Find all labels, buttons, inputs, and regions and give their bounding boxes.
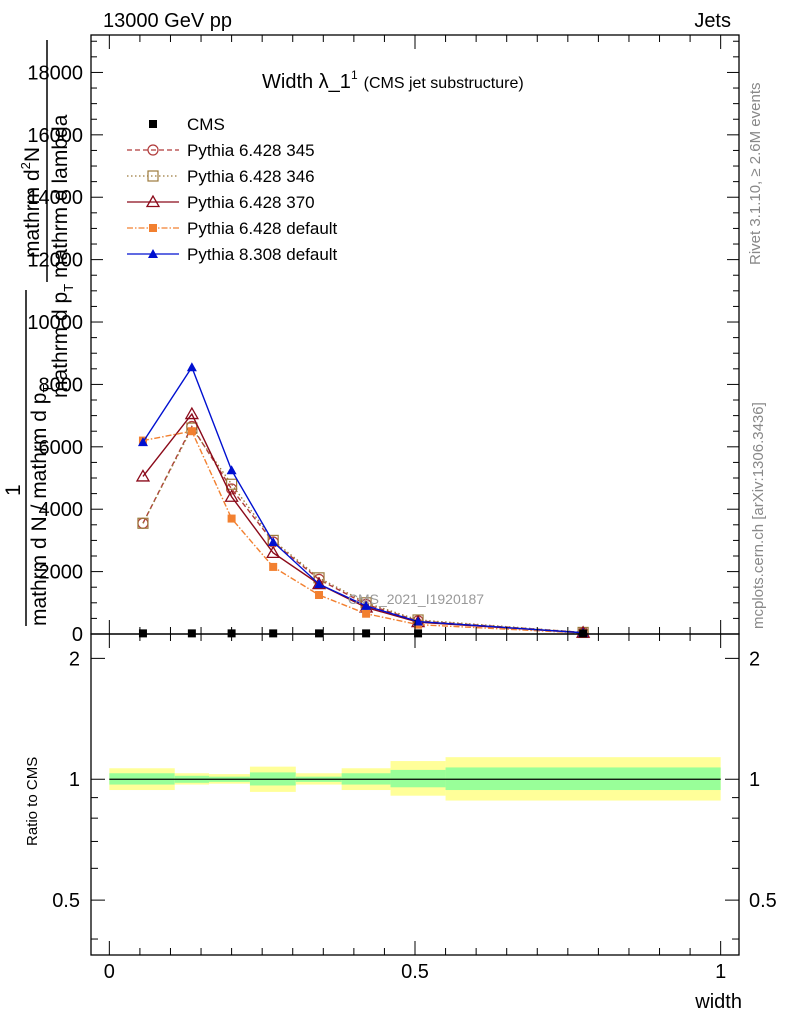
series-4-point-6 [413,616,424,626]
xtick-label: 1 [715,961,726,983]
analysis-watermark: CMS_2021_I1920187 [348,591,484,607]
main-ytick-label: 18000 [27,62,83,84]
ratio-ytick-label-left: 2 [69,648,80,670]
axis-ticks [91,35,739,955]
ylabel-line2: mathrm d pT mathrm d lambda [49,114,76,398]
series-line-0 [142,425,584,634]
ylabel-big-one: 1 [2,484,25,496]
legend-marker-5 [148,249,158,258]
series-line-2 [142,412,584,634]
legend-label-4: Pythia 6.428 default [187,219,338,238]
legend-marker-4 [149,224,157,232]
main-ytick-label: 10000 [27,312,83,334]
legend-marker-3 [145,194,161,208]
legend-label-3: Pythia 6.428 370 [187,193,315,212]
series-2-point-4 [311,576,327,590]
series-3-point-5 [362,609,371,618]
main-ytick-label: 8000 [39,374,84,396]
legend-label-5: Pythia 8.308 default [187,245,338,264]
main-ytick-label: 12000 [27,250,83,272]
series-line-4 [142,365,584,634]
series-4-point-5 [361,600,372,610]
main-plot-data [135,362,591,639]
main-ytick-label: 16000 [27,125,83,147]
x-axis-label: width [694,991,742,1013]
main-title-small: (CMS jet substructure) [364,75,524,92]
series-1-point-2 [226,478,238,490]
legend-label-0: CMS [187,115,225,134]
mcplots-label: mcplots.cern.ch [arXiv:1306.3436] [750,402,767,629]
header-left: 13000 GeV pp [103,10,232,32]
legend-marker-2 [147,170,159,182]
main-title-sup: 1 [351,68,358,82]
ratio-band-inner-6 [390,769,446,788]
series-3-point-4 [315,591,324,600]
rivet-label: Rivet 3.1.10, ≥ 2.6M events [747,83,764,266]
legend-label-2: Pythia 6.428 346 [187,167,315,186]
main-title: Width λ_11 (CMS jet substructure) [262,68,524,93]
main-ytick-label: 14000 [27,187,83,209]
series-4-point-1 [186,362,197,372]
series-4-point-3 [268,536,279,546]
main-ytick-label: 0 [72,624,83,646]
axis-tick-labels: 0 2000 4000 6000 8000 10000 12000 14000 16000 180… [27,62,776,983]
ratio-uncertainty-bands [109,757,721,801]
series-3-point-3 [269,562,278,571]
main-ytick-label: 2000 [39,562,84,584]
xtick-label: 0 [104,961,115,983]
series-2-point-3 [266,545,281,559]
legend-marker-0 [149,120,157,128]
series-3-point-1 [187,427,196,436]
series-4-point-0 [137,437,148,447]
series-3-point-2 [227,514,236,523]
series-4-point-2 [226,465,237,475]
ylabel-line3: mathrm d N / mathrm d pT [28,385,55,626]
legend: CMS Pythia 6.428 345 Pythia 6.428 346 Pythi… [127,115,338,264]
series-1-point-0 [137,517,149,529]
main-ytick-label: 4000 [39,499,84,521]
legend-marker-1 [147,144,159,156]
header-right: Jets [694,10,731,32]
main-y-axis-label: mathrm d2N mathrm d pT mathrm d lambda 1… [2,40,76,626]
ratio-ytick-label-right: 1 [749,769,760,791]
ratio-y-axis-label: Ratio to CMS [24,757,41,846]
ratio-ytick-label-left: 0.5 [52,890,80,912]
main-ytick-label: 6000 [39,437,84,459]
ratio-ytick-label-left: 1 [69,769,80,791]
legend-label-1: Pythia 6.428 345 [187,141,315,160]
ratio-ytick-label-right: 2 [749,648,760,670]
ratio-ytick-label-right: 0.5 [749,890,777,912]
series-2-point-1 [184,406,199,420]
series-4-point-4 [314,579,325,589]
series-2-point-0 [135,469,151,482]
series-2-point-2 [224,489,239,502]
series-line-3 [142,430,584,634]
ylabel-line1: mathrm d2N [18,147,44,258]
main-title-text: Width λ_1 [262,71,351,93]
xtick-label: 0.5 [401,961,429,983]
